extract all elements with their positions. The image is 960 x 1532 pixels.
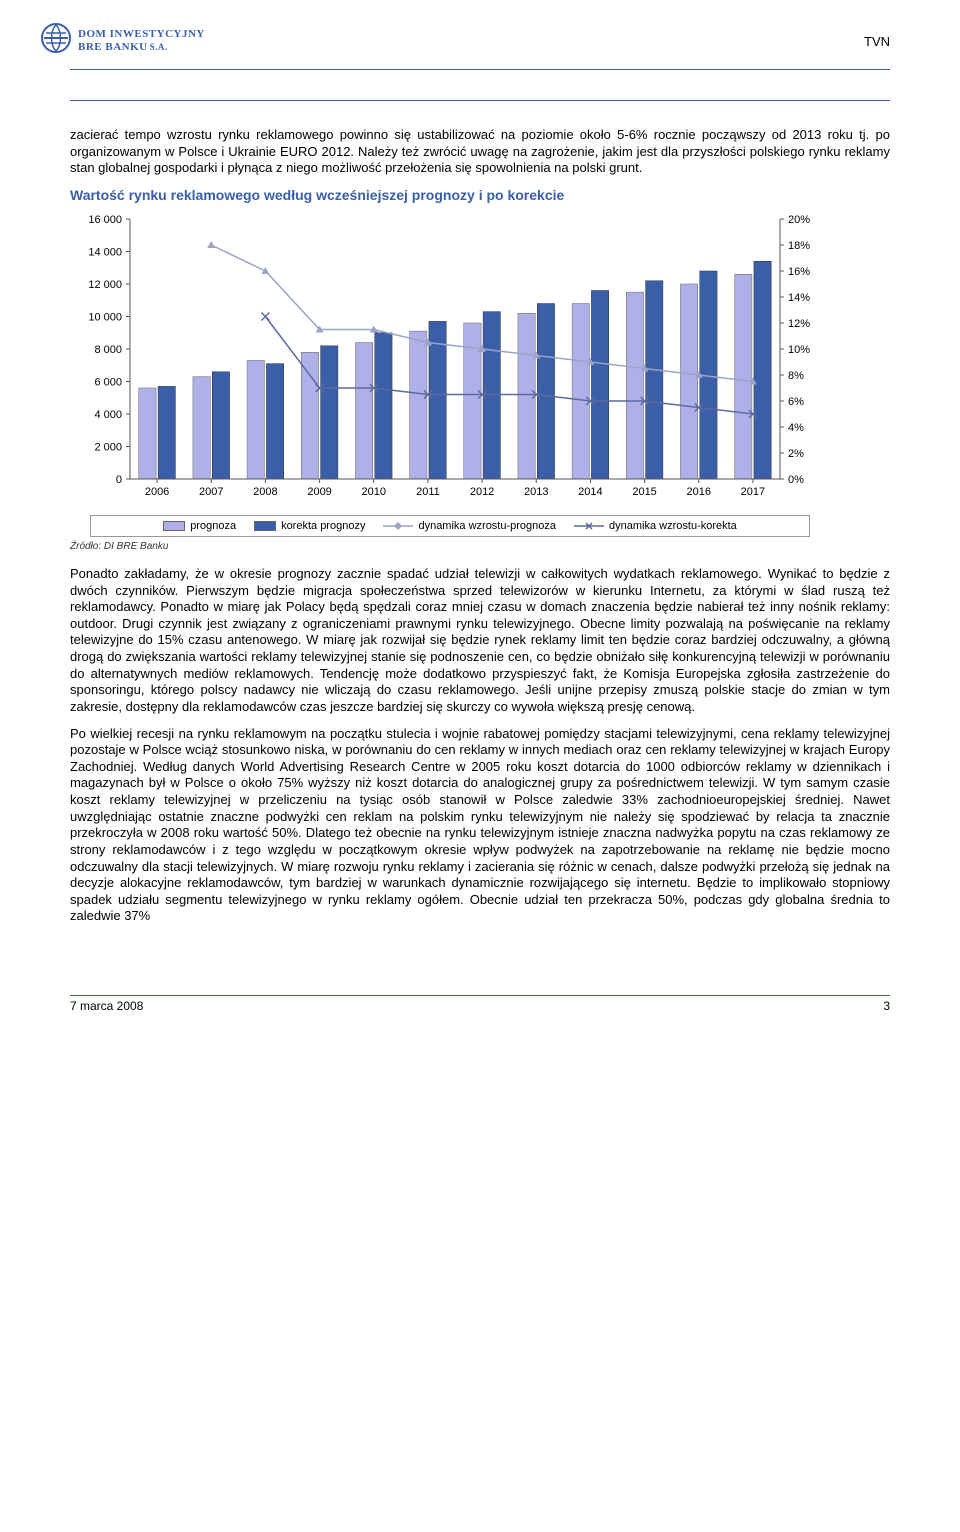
svg-text:2016: 2016 <box>687 486 711 498</box>
svg-text:2015: 2015 <box>632 486 656 498</box>
legend-line2-icon <box>574 520 604 532</box>
intro-paragraph: zacierać tempo wzrostu rynku reklamowego… <box>70 127 890 177</box>
svg-text:2007: 2007 <box>199 486 223 498</box>
svg-text:14%: 14% <box>788 292 810 304</box>
logo-text: DOM INWESTYCYJNY BRE BANKU S.A. <box>78 28 205 52</box>
logo-line2: BRE BANKU <box>78 41 148 53</box>
legend-swatch-bar1 <box>163 521 185 531</box>
paragraph-2: Ponadto zakładamy, że w okresie prognozy… <box>70 566 890 716</box>
svg-text:2008: 2008 <box>253 486 277 498</box>
logo-icon <box>40 22 72 59</box>
svg-text:18%: 18% <box>788 240 810 252</box>
svg-text:2017: 2017 <box>741 486 765 498</box>
chart-title: Wartość rynku reklamowego według wcześni… <box>70 187 890 203</box>
legend-korekta: korekta prognozy <box>254 520 365 532</box>
svg-text:4%: 4% <box>788 422 804 434</box>
svg-text:2014: 2014 <box>578 486 602 498</box>
svg-text:2 000: 2 000 <box>94 441 122 453</box>
svg-text:12 000: 12 000 <box>88 279 122 291</box>
svg-text:6 000: 6 000 <box>94 376 122 388</box>
legend-swatch-bar2 <box>254 521 276 531</box>
chart-legend: prognoza korekta prognozy dynamika wzros… <box>90 515 810 537</box>
svg-text:8%: 8% <box>788 370 804 382</box>
svg-text:0%: 0% <box>788 474 804 486</box>
svg-text:2011: 2011 <box>416 486 440 498</box>
svg-text:8 000: 8 000 <box>94 344 122 356</box>
page: DOM INWESTYCYJNY BRE BANKU S.A. TVN zaci… <box>0 0 960 955</box>
svg-text:10 000: 10 000 <box>88 311 122 323</box>
svg-text:2006: 2006 <box>145 486 169 498</box>
legend-dyn-prognoza: dynamika wzrostu-prognoza <box>383 520 556 532</box>
footer-date: 7 marca 2008 <box>70 999 143 1013</box>
svg-text:16 000: 16 000 <box>88 214 122 226</box>
svg-text:0: 0 <box>116 474 122 486</box>
svg-text:2012: 2012 <box>470 486 494 498</box>
legend-prognoza: prognoza <box>163 520 236 532</box>
svg-text:2%: 2% <box>788 448 804 460</box>
page-footer: 7 marca 2008 3 <box>0 955 960 1029</box>
svg-text:12%: 12% <box>788 318 810 330</box>
chart-container: 0 2 000 4 000 6 000 8 000 10 000 12 000 14 000 1… <box>70 209 830 537</box>
svg-text:10%: 10% <box>788 344 810 356</box>
svg-text:20%: 20% <box>788 214 810 226</box>
svg-text:14 000: 14 000 <box>88 246 122 258</box>
document-tag: TVN <box>864 34 890 49</box>
page-number: 3 <box>883 999 890 1013</box>
paragraph-3: Po wielkiej recesji na rynku reklamowym … <box>70 726 890 926</box>
svg-text:2010: 2010 <box>362 486 386 498</box>
svg-text:6%: 6% <box>788 396 804 408</box>
publisher-logo: DOM INWESTYCYJNY BRE BANKU S.A. <box>40 22 205 59</box>
svg-text:4 000: 4 000 <box>94 409 122 421</box>
legend-dyn-korekta: dynamika wzrostu-korekta <box>574 520 737 532</box>
legend-line1-icon <box>383 520 413 532</box>
logo-line1: DOM INWESTYCYJNY <box>78 28 205 40</box>
chart-source: Źródło: DI BRE Banku <box>70 541 890 552</box>
svg-text:2009: 2009 <box>307 486 331 498</box>
svg-text:16%: 16% <box>788 266 810 278</box>
logo-sa: S.A. <box>150 43 168 53</box>
page-header: DOM INWESTYCYJNY BRE BANKU S.A. TVN <box>70 30 890 70</box>
svg-text:2013: 2013 <box>524 486 548 498</box>
